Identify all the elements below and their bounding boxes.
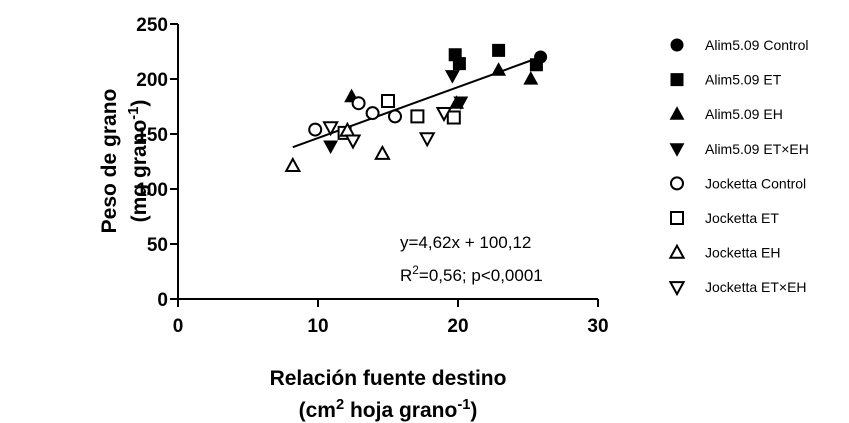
point [418,132,436,148]
superscript: 2 [412,263,419,277]
point [444,70,460,84]
x-tick-label: 0 [173,316,184,337]
text-part: (cm [299,399,336,422]
legend-label: Alim5.09 Control [705,37,809,53]
text-part: ) [128,100,151,107]
text-part: Peso de grano [98,89,121,234]
point [374,144,391,160]
text-part: Relación fuente destino [270,367,507,390]
legend-label: Jocketta Control [705,175,806,191]
legend-marker [668,243,686,259]
annotation: y=4,62x + 100,12 [400,233,531,252]
text-part: hoja grano [344,399,457,422]
text-part: =0,56; p<0,0001 [419,266,543,285]
point [308,122,323,137]
legend-marker [669,176,685,191]
x-axis-title: (cm2 hoja grano-1) [299,397,478,422]
point [410,109,425,124]
superscript: -1 [457,397,470,413]
point [523,71,539,85]
legend-label: Alim5.09 ET [705,72,782,88]
superscript: -1 [126,107,142,120]
point [453,96,469,111]
annotation: R2=0,56; p<0,0001 [400,263,543,285]
legend-label: Jocketta ET [705,210,779,226]
legend-marker [670,73,684,87]
y-tick-label: 150 [136,125,168,146]
point [491,62,507,76]
text-part: (mg grano [128,120,151,223]
x-tick-label: 30 [587,316,608,337]
y-axis-title: (mg grano-1) [126,100,151,223]
legend-marker [670,38,684,52]
text-part: ) [470,399,477,422]
legend-label: Alim5.09 EH [705,106,783,122]
x-tick-label: 10 [307,316,328,337]
y-tick-label: 250 [136,15,168,36]
x-tick-label: 20 [447,316,468,337]
point [284,156,302,172]
point [435,107,453,123]
point [492,43,506,57]
legend-marker [670,211,684,225]
text-part: R [400,266,412,285]
point [387,109,403,124]
y-tick-label: 0 [157,290,168,311]
legend-label: Alim5.09 ET×EH [705,141,809,157]
y-tick-label: 200 [136,70,168,91]
legend-label: Jocketta ET×EH [705,279,807,295]
point [446,110,461,125]
point [381,94,395,108]
legend-marker [668,281,686,297]
point [365,106,380,121]
legend-marker [669,106,685,120]
point [344,134,362,150]
text-part: y=4,62x + 100,12 [400,233,531,252]
superscript: 2 [336,397,344,413]
point [351,96,366,111]
point [323,140,339,155]
y-axis-title: Peso de grano [98,89,121,234]
point [529,58,543,72]
x-axis-title: Relación fuente destino [270,367,507,390]
point [452,57,466,71]
point [322,121,339,137]
y-tick-label: 50 [147,235,168,256]
y-tick-label: 100 [136,180,168,201]
legend-marker [669,143,685,157]
legend-label: Jocketta EH [705,245,780,261]
